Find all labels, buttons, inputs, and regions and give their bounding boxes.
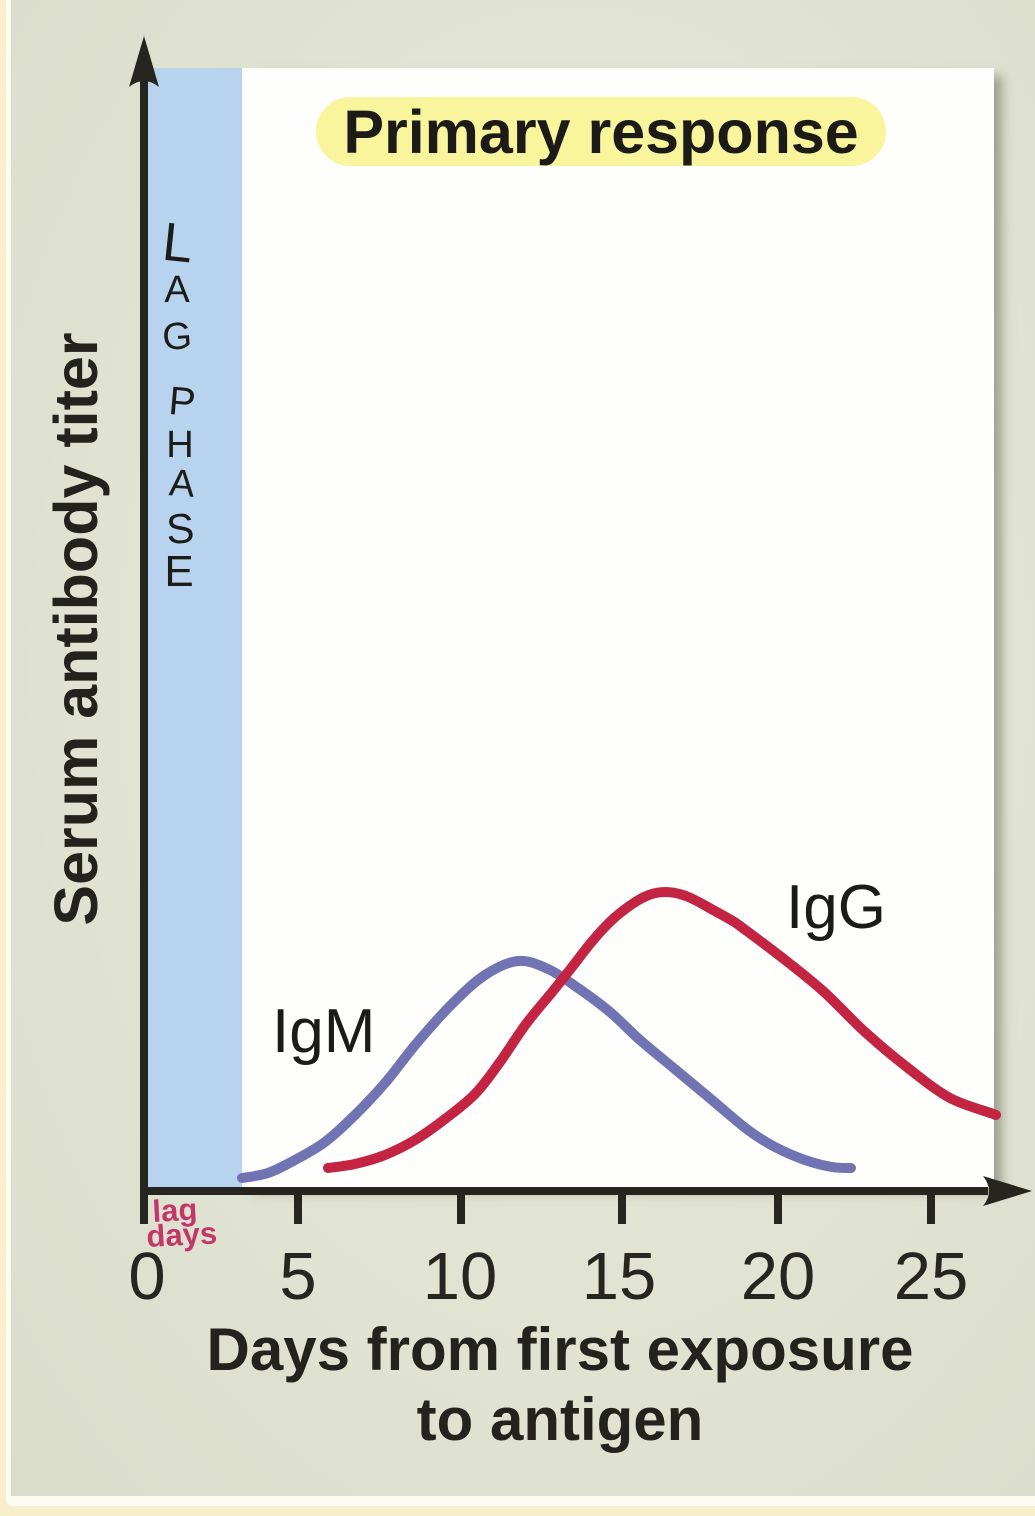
svg-text:to antigen: to antigen — [417, 1386, 704, 1453]
svg-text:S: S — [165, 504, 195, 552]
svg-text:days: days — [146, 1215, 218, 1254]
svg-text:A: A — [168, 462, 197, 506]
svg-text:0: 0 — [128, 1239, 165, 1314]
svg-text:15: 15 — [582, 1239, 657, 1314]
svg-text:H: H — [166, 424, 193, 466]
svg-text:Days from first exposure: Days from first exposure — [207, 1316, 914, 1383]
svg-text:5: 5 — [279, 1239, 316, 1314]
svg-text:10: 10 — [423, 1239, 498, 1314]
svg-text:IgM: IgM — [272, 997, 375, 1066]
svg-text:Serum antibody titer: Serum antibody titer — [42, 332, 110, 925]
svg-text:G: G — [161, 315, 193, 359]
svg-text:P: P — [167, 379, 197, 425]
svg-text:lag: lag — [152, 1192, 199, 1229]
svg-text:Primary response: Primary response — [343, 98, 858, 166]
svg-text:IgG: IgG — [786, 873, 886, 942]
svg-text:A: A — [164, 269, 190, 311]
svg-text:25: 25 — [894, 1239, 969, 1314]
svg-text:E: E — [164, 547, 193, 596]
svg-text:L: L — [160, 212, 196, 275]
svg-text:20: 20 — [741, 1239, 816, 1314]
